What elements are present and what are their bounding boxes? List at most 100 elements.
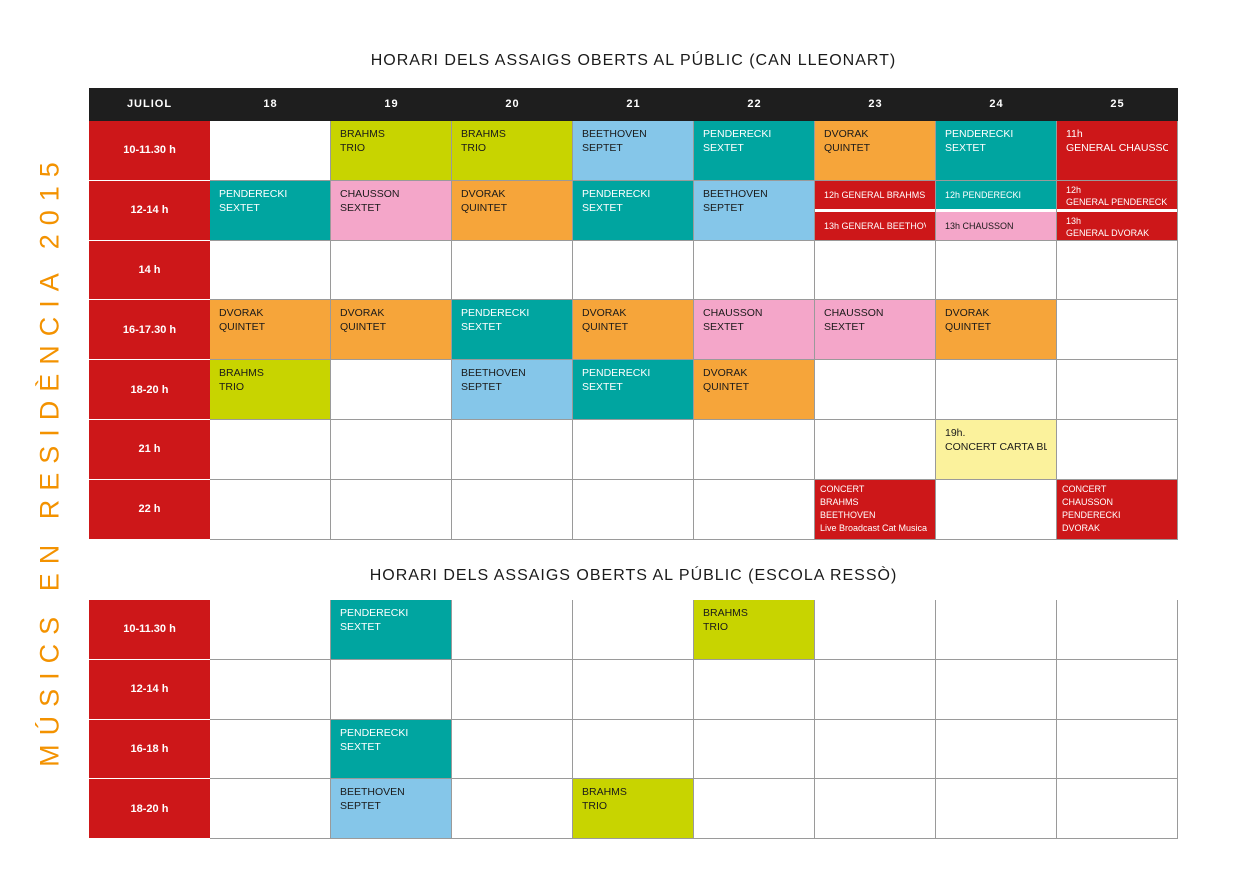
rehearsal-block: CONCERT BRAHMS BEETHOVEN Live Broadcast Cat… [815,479,935,539]
block-text: QUINTET [219,321,266,334]
rehearsal-block: BRAHMS TRIO [331,121,451,180]
rehearsal-block: DVORAK QUINTET [936,300,1056,360]
rehearsal-block: 13h GENERAL DVORAK [1057,211,1177,240]
header-cell: 22 [694,88,815,121]
rehearsal-block: CHAUSSON SEXTET [694,300,814,360]
block-text: BRAHMS [820,496,859,507]
schedule-cell [452,719,573,780]
rehearsal-block: 12h GENERAL BRAHMS [815,180,935,209]
block-text: SEPTET [703,201,744,214]
block-text: QUINTET [945,321,992,334]
block-text: BRAHMS [219,367,264,380]
block-text: BRAHMS [340,128,385,140]
block-text: PENDERECKI [461,307,530,320]
time-label: 10-11.30 h [89,600,210,660]
schedule-cell: CHAUSSON SEXTET [815,300,936,361]
block-text: 12h PENDERECKI [945,189,1022,200]
header-cell: 18 [210,88,331,121]
schedule-cell [331,659,452,720]
schedule-cell: PENDERECKI SEXTET [331,600,452,660]
block-text: DVORAK [703,367,748,380]
block-text: GENERAL PENDERECKI [1066,196,1168,207]
schedule-cell [331,420,452,480]
block-text: CHAUSSON [1062,496,1114,507]
rehearsal-block: 13h GENERAL BEETHOVEN [815,211,935,240]
block-text: BRAHMS [461,128,506,140]
schedule-cell [1057,659,1178,720]
block-text: SEXTET [703,142,744,154]
schedule-cell [1057,240,1178,301]
schedule-cell: BRAHMS TRIO [452,121,573,181]
schedule-cell [210,719,331,780]
schedule-cell [210,240,331,301]
schedule-cell: DVORAK QUINTET [210,300,331,361]
schedule-cell [331,479,452,540]
schedule-cell: BEETHOVEN SEPTET [452,360,573,420]
block-text: PENDERECKI [340,726,409,739]
rehearsal-block: PENDERECKI SEXTET [331,600,451,659]
schedule-cell: PENDERECKI SEXTET [452,300,573,361]
rehearsal-block: DVORAK QUINTET [573,300,693,360]
rehearsal-block: PENDERECKI SEXTET [694,121,814,180]
schedule-cell [331,360,452,420]
schedule-cell [936,719,1057,780]
schedule-cell [573,240,694,301]
rehearsal-block: CHAUSSON SEXTET [331,180,451,240]
block-text: BEETHOVEN [703,187,768,200]
block-text: SEXTET [824,321,865,334]
block-text: TRIO [461,142,487,154]
schedule-cell: DVORAK QUINTET [452,180,573,241]
block-text: DVORAK [945,307,990,320]
table-title: HORARI DELS ASSAIGS OBERTS AL PÚBLIC (CA… [370,52,897,69]
block-text: PENDERECKI [582,367,651,380]
schedule-cell [694,240,815,301]
block-text: BEETHOVEN [340,786,405,799]
schedule-cell [210,479,331,540]
schedule-cell: PENDERECKI SEXTET [694,121,815,181]
schedule-cell [1057,719,1178,780]
block-text: Live Broadcast Cat Musica [820,522,928,533]
side-title: MÚSICS EN RESIDÈNCIA 2015 [34,153,65,767]
schedule-cell [694,779,815,840]
header-cell: 20 [452,88,573,121]
schedule-cell [815,360,936,420]
header-cell: 19 [331,88,452,121]
block-text: SEXTET [340,621,381,633]
schedule-cell: PENDERECKI SEXTET [936,121,1057,181]
block-text: QUINTET [824,142,871,154]
block-text: TRIO [340,142,366,154]
block-text: SEXTET [461,321,502,334]
block-text: BEETHOVEN [582,128,647,140]
block-text: SEPTET [582,142,623,154]
time-label: 16-18 h [89,719,210,780]
schedule-cell [936,240,1057,301]
schedule-cell [1057,600,1178,660]
time-label: 14 h [89,240,210,301]
rehearsal-block: 12h GENERAL PENDERECKI [1057,180,1177,209]
schedule-cell: 11h GENERAL CHAUSSON [1057,121,1178,181]
schedule-cell: CONCERT CHAUSSON PENDERECKI DVORAK [1057,479,1178,540]
block-text: SEPTET [461,381,502,394]
block-text: 13h CHAUSSON [945,220,1014,231]
schedule-cell [1057,779,1178,840]
schedule-cell: CONCERT BRAHMS BEETHOVEN Live Broadcast Cat… [815,479,936,540]
schedule-cell [936,360,1057,420]
schedule-cell: BEETHOVEN SEPTET [694,180,815,241]
rehearsal-block: CONCERT CHAUSSON PENDERECKI DVORAK [1057,479,1177,539]
schedule-cell [694,719,815,780]
schedule-cell [573,659,694,720]
rehearsal-block: DVORAK QUINTET [694,360,814,419]
rehearsal-block: DVORAK QUINTET [452,180,572,240]
schedule-cell: BRAHMS TRIO [210,360,331,420]
block-text: 12h GENERAL BRAHMS [824,189,926,200]
rehearsal-block: 19h. CONCERT CARTA BLANCA [936,420,1056,479]
schedule-cell [1057,360,1178,420]
block-text: SEXTET [219,201,260,214]
time-label: 12-14 h [89,180,210,241]
rehearsal-block: PENDERECKI SEXTET [452,300,572,360]
block-text: CONCERT [1062,483,1107,494]
block-text: 11h [1066,128,1083,140]
schedule-cell [452,779,573,840]
block-text: TRIO [582,800,608,813]
